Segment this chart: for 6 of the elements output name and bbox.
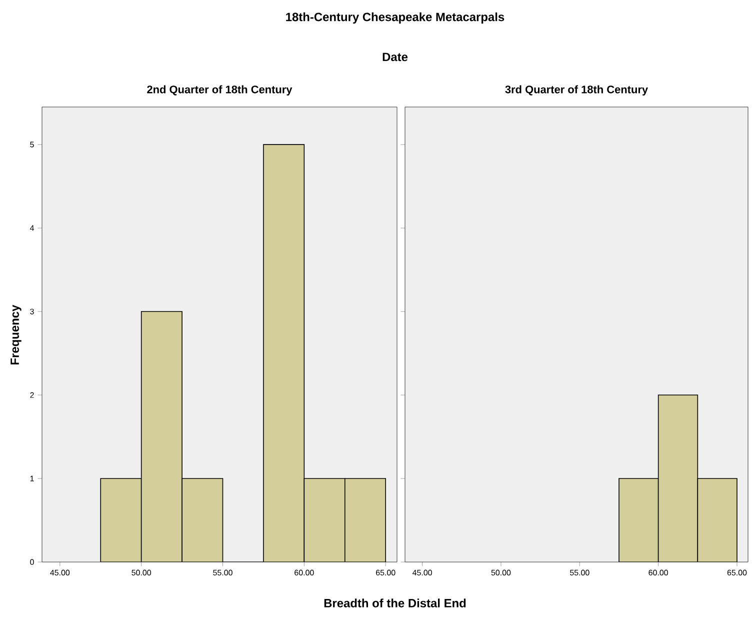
chart-title: 3rd Quarter of 18th Century (505, 85, 648, 96)
chart-title: 2nd Quarter of 18th Century (147, 85, 292, 96)
x-axis-title: Breadth of the Distal End (324, 598, 466, 608)
text: 18th-Century Chesapeake Metacarpals (286, 12, 504, 24)
text: Date (382, 52, 408, 62)
y-axis-title: Frequency (10, 304, 22, 364)
